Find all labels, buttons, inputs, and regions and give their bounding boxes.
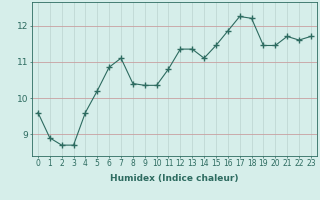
X-axis label: Humidex (Indice chaleur): Humidex (Indice chaleur) [110, 174, 239, 183]
